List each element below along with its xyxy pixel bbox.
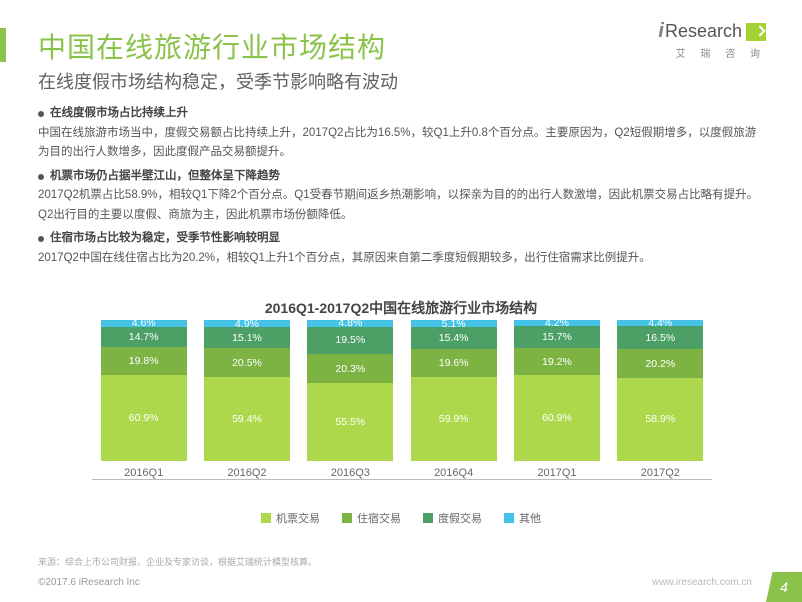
logo-arrow-icon [746, 23, 766, 41]
bar-segment-vacation: 15.4% [411, 327, 497, 349]
bar-segment-hotel: 20.3% [307, 354, 393, 383]
bar-segment-vacation: 16.5% [617, 326, 703, 349]
bar-column: 60.9%19.8%14.7%4.6%2016Q1 [92, 320, 195, 479]
bullet-item: 机票市场仍占据半壁江山，但整体呈下降趋势 [38, 167, 766, 187]
bar-segment-hotel: 20.5% [204, 348, 290, 377]
legend-label: 住宿交易 [357, 510, 401, 526]
bullet-dot-icon [38, 174, 44, 180]
bar-column: 55.5%20.3%19.5%4.8% 2016Q3 [299, 320, 402, 479]
legend-item: 度假交易 [423, 510, 482, 526]
bar-segment-other: 4.9% [204, 320, 290, 327]
bar-segment-flight: 60.9% [514, 375, 600, 461]
bullet-item: 住宿市场占比较为稳定，受季节性影响较明显 [38, 229, 766, 249]
bar-column: 60.9%19.2%15.7%4.2%2017Q1 [505, 320, 608, 479]
bar-column: 59.4%20.5%15.1%4.9% 2016Q2 [195, 320, 298, 479]
legend-label: 其他 [519, 510, 541, 526]
bullet-desc: 2017Q2机票占比58.9%，相较Q1下降2个百分点。Q1受春节期间返乡热潮影… [38, 186, 766, 225]
legend-item: 其他 [504, 510, 541, 526]
bullet-desc: 中国在线旅游市场当中，度假交易额占比持续上升，2017Q2占比为16.5%，较Q… [38, 124, 766, 163]
subtitle: 在线度假市场结构稳定，受季节影响略有波动 [38, 68, 398, 94]
accent-bar [0, 28, 6, 62]
legend-item: 机票交易 [261, 510, 320, 526]
bullet-item: 在线度假市场占比持续上升 [38, 104, 766, 124]
bar-column: 58.9%20.2%16.5%4.4%2017Q2 [609, 320, 712, 479]
x-axis-label: 2016Q2 [227, 467, 266, 479]
bar-segment-other: 4.8% [307, 320, 393, 327]
copyright: ©2017.6 iResearch Inc [38, 577, 140, 588]
bullet-head: 住宿市场占比较为稳定，受季节性影响较明显 [50, 229, 280, 249]
bar-segment-flight: 58.9% [617, 378, 703, 461]
legend-swatch [504, 513, 514, 523]
chart-title: 2016Q1-2017Q2中国在线旅游行业市场结构 [0, 298, 802, 318]
x-axis-label: 2016Q3 [331, 467, 370, 479]
legend-label: 机票交易 [276, 510, 320, 526]
footer-url: www.iresearch.com.cn [652, 577, 752, 588]
chart-legend: 机票交易 住宿交易 度假交易 其他 [0, 510, 802, 526]
bar-segment-hotel: 19.6% [411, 349, 497, 377]
bar-column: 59.9%19.6%15.4%5.1% 2016Q4 [402, 320, 505, 479]
stacked-bar-chart: 60.9%19.8%14.7%4.6%2016Q159.4%20.5%15.1%… [92, 320, 712, 508]
bar-segment-flight: 59.9% [411, 377, 497, 461]
bar-segment-flight: 60.9% [101, 375, 187, 461]
bar-segment-vacation: 15.1% [204, 327, 290, 348]
source-footnote: 来源：综合上市公司财报、企业及专家访谈，根据艾瑞统计模型核算。 [38, 555, 317, 568]
bullet-desc: 2017Q2中国在线住宿占比为20.2%，相较Q1上升1个百分点，其原因来自第二… [38, 249, 766, 269]
bar-segment-hotel: 19.8% [101, 347, 187, 375]
x-axis-label: 2016Q4 [434, 467, 473, 479]
bar-segment-vacation: 15.7% [514, 326, 600, 348]
bar-segment-other: 5.1% [411, 320, 497, 327]
legend-item: 住宿交易 [342, 510, 401, 526]
logo-text: Research [665, 21, 742, 42]
x-axis-label: 2017Q1 [537, 467, 576, 479]
bar-segment-flight: 55.5% [307, 383, 393, 461]
bullet-dot-icon [38, 236, 44, 242]
brand-logo: i Research 艾 瑞 咨 询 [658, 20, 766, 60]
bar-segment-hotel: 20.2% [617, 349, 703, 377]
legend-label: 度假交易 [438, 510, 482, 526]
bullet-head: 在线度假市场占比持续上升 [50, 104, 188, 124]
bar-segment-hotel: 19.2% [514, 348, 600, 375]
page-title: 中国在线旅游行业市场结构 [38, 26, 386, 66]
bar-segment-vacation: 14.7% [101, 327, 187, 348]
logo-subtitle: 艾 瑞 咨 询 [658, 45, 766, 60]
bullet-head: 机票市场仍占据半壁江山，但整体呈下降趋势 [50, 167, 280, 187]
legend-swatch [423, 513, 433, 523]
logo-i: i [658, 20, 664, 43]
x-axis-label: 2016Q1 [124, 467, 163, 479]
body-text: 在线度假市场占比持续上升 中国在线旅游市场当中，度假交易额占比持续上升，2017… [38, 100, 766, 268]
bar-segment-flight: 59.4% [204, 377, 290, 461]
legend-swatch [342, 513, 352, 523]
bullet-dot-icon [38, 111, 44, 117]
legend-swatch [261, 513, 271, 523]
bar-segment-vacation: 19.5% [307, 327, 393, 354]
x-axis-label: 2017Q2 [641, 467, 680, 479]
page-number-badge: 4 [766, 572, 802, 602]
